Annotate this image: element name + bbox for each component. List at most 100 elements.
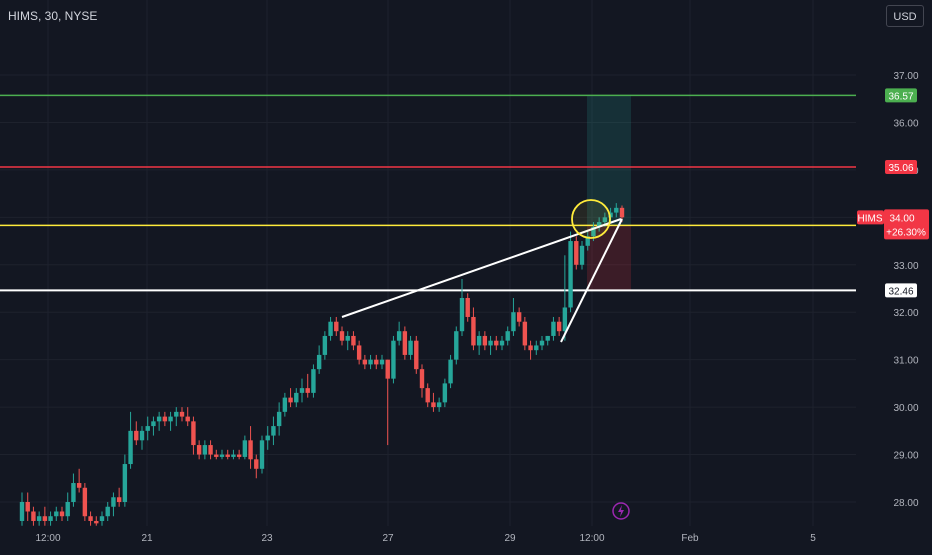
candle-body	[156, 416, 162, 422]
candle-body	[134, 430, 139, 441]
x-tick-label: Feb	[681, 533, 699, 544]
current-price-tag-bg	[884, 209, 929, 240]
x-tick-label: 5	[810, 533, 816, 544]
candle-body	[374, 359, 379, 365]
candle-body	[196, 445, 202, 455]
candle-body	[214, 454, 219, 457]
candle-body	[511, 312, 516, 332]
candle-body	[414, 340, 419, 370]
candle-body	[179, 411, 185, 417]
candle-body	[162, 416, 168, 422]
candles	[19, 203, 625, 526]
trendline-drawings[interactable]	[341, 199, 623, 343]
candle-body	[476, 335, 482, 346]
candle-body	[128, 430, 133, 465]
candle-body	[454, 331, 459, 360]
x-tick-label: 29	[504, 533, 516, 544]
highlight-circle[interactable]	[571, 199, 611, 239]
y-tick-label: 28.00	[893, 498, 918, 509]
candle-body	[139, 430, 145, 441]
candle-body	[402, 331, 408, 355]
trendline-lower[interactable]	[560, 218, 623, 343]
candle-body	[448, 359, 453, 384]
candle-body	[385, 359, 390, 379]
candle-body	[259, 440, 265, 469]
candle-body	[614, 207, 619, 213]
level-tag-stop: 35.06	[888, 163, 913, 174]
candle-body	[362, 359, 368, 365]
candle-body	[236, 454, 242, 457]
candle-body	[31, 511, 36, 521]
candle-body	[242, 440, 248, 457]
candle-body	[122, 464, 128, 502]
candle-body	[408, 340, 413, 355]
candle-body	[99, 516, 105, 521]
x-tick-label: 12:00	[35, 533, 60, 544]
candle-body	[299, 388, 305, 393]
y-tick-label: 36.00	[893, 118, 918, 129]
price-axis[interactable]: 37.0036.0035.0034.0033.0032.0031.0030.00…	[857, 71, 929, 509]
candle-body	[356, 345, 362, 360]
candle-body	[465, 297, 470, 317]
time-axis[interactable]: 12:00 21 23 27 29 12:00 Feb 5	[35, 533, 816, 544]
candle-body	[574, 241, 579, 265]
currency-button[interactable]: USD	[886, 5, 924, 27]
y-tick-label: 32.00	[893, 308, 918, 319]
horizontal-levels[interactable]	[0, 94, 856, 292]
x-tick-label: 23	[261, 533, 273, 544]
y-tick-label: 37.00	[893, 71, 918, 82]
candle-body	[202, 445, 208, 455]
candle-body	[328, 321, 333, 336]
candle-body	[591, 226, 596, 237]
current-price-label: 34.00	[889, 213, 914, 224]
candle-body	[219, 454, 225, 457]
candle-body	[276, 411, 282, 427]
position-box	[587, 95, 631, 291]
candle-body	[305, 388, 310, 393]
candle-body	[522, 321, 528, 346]
event-lightning-icon[interactable]	[612, 502, 630, 520]
candle-body	[25, 502, 30, 512]
candle-body	[471, 316, 476, 346]
candle-body	[488, 340, 493, 346]
candle-body	[94, 520, 99, 524]
level-tag-support: 32.46	[888, 286, 913, 297]
candle-body	[185, 416, 190, 422]
candle-body	[494, 340, 499, 346]
candle-body	[568, 241, 573, 308]
candle-body	[265, 435, 270, 441]
candle-body	[425, 388, 430, 403]
candle-body	[585, 236, 590, 246]
candle-body	[65, 502, 70, 517]
candle-body	[19, 502, 25, 521]
candle-body	[442, 383, 448, 403]
x-tick-label: 21	[141, 533, 153, 544]
profit-zone	[587, 95, 631, 226]
candle-body	[534, 345, 539, 351]
candle-body	[602, 217, 608, 223]
current-price-change: +26.30%	[886, 227, 926, 238]
candle-body	[36, 516, 42, 521]
candle-body	[322, 335, 328, 355]
candle-body	[254, 459, 259, 469]
level-tag-bg-target	[885, 88, 917, 103]
candle-body	[334, 321, 339, 332]
candle-body	[551, 321, 556, 336]
symbol-tag: HIMS	[858, 213, 883, 224]
candle-body	[248, 440, 253, 460]
candle-body	[174, 411, 179, 417]
x-tick-label: 12:00	[579, 533, 604, 544]
candle-body	[459, 297, 465, 332]
candle-body	[396, 331, 402, 341]
candle-body	[579, 245, 585, 265]
candle-body	[145, 426, 150, 431]
level-tag-bg-stop	[885, 160, 917, 175]
candle-body	[288, 397, 293, 403]
candle-body	[105, 506, 110, 517]
candle-body	[608, 212, 613, 218]
candle-body	[191, 421, 196, 446]
candle-body	[545, 335, 550, 341]
trendline-upper[interactable]	[341, 218, 622, 318]
